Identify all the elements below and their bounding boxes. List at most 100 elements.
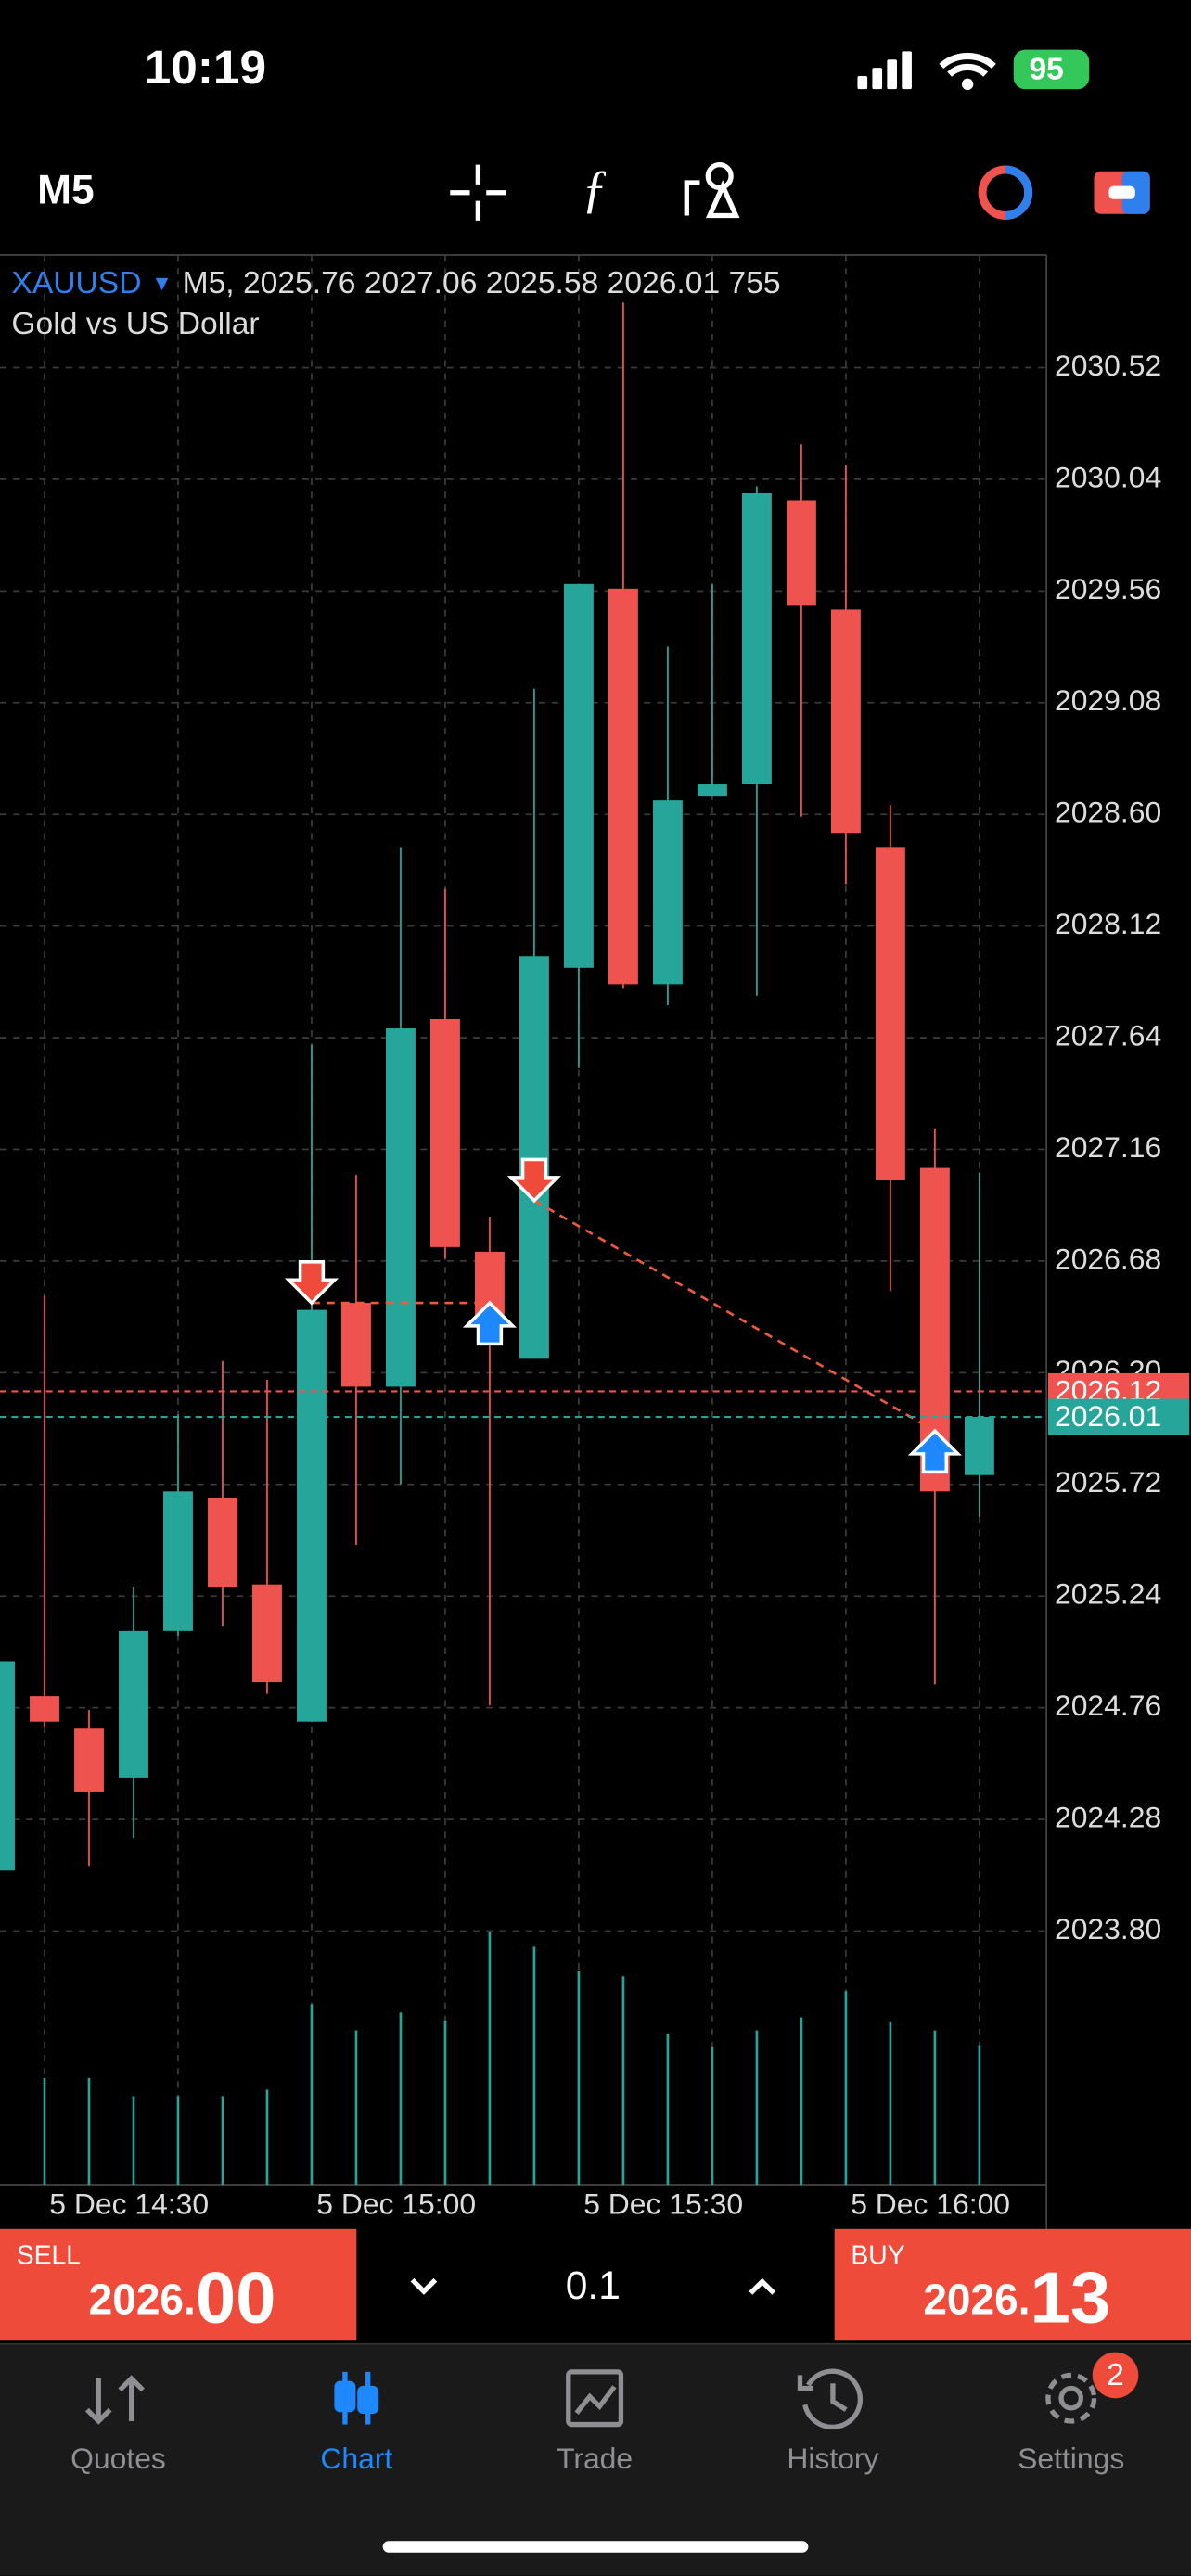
candle-body	[297, 1309, 327, 1722]
sell-arrow	[284, 1260, 339, 1306]
tab-label[interactable]: Trade	[557, 2442, 633, 2475]
account-button[interactable]	[1094, 171, 1150, 214]
overlay-layer	[0, 1157, 1047, 1474]
tab-bar: 2 Quotes Chart Trade History Settings	[0, 2342, 1191, 2576]
tab-label[interactable]: Chart	[320, 2442, 392, 2475]
candle-body	[830, 609, 861, 834]
candle-body	[430, 1018, 460, 1247]
x-tick-label: 5 Dec 16:00	[851, 2187, 1010, 2220]
y-tick-label: 2024.28	[1055, 1800, 1161, 1833]
y-tick-label: 2024.76	[1055, 1689, 1161, 1722]
trading-button[interactable]	[978, 165, 1033, 220]
axis-layer: 2030.52 2030.04 2029.56 2029.08 2028.60 2028.…	[49, 349, 1190, 2220]
lot-size[interactable]: 0.1	[566, 2264, 621, 2308]
sell-button[interactable]	[0, 2228, 357, 2341]
candle-body	[786, 500, 816, 606]
indicators-button[interactable]: ƒ	[582, 160, 608, 218]
tab-label[interactable]: Settings	[1018, 2442, 1124, 2475]
candle-body	[697, 784, 727, 797]
symbol[interactable]: XAUUSD	[11, 266, 141, 300]
tab-bar-background	[0, 2343, 1191, 2576]
settings-badge-count: 2	[1107, 2358, 1124, 2392]
sell-price: 2026.00	[89, 2256, 276, 2338]
buy-price-prefix: 2026.	[923, 2276, 1030, 2324]
y-tick-label: 2029.08	[1055, 683, 1161, 717]
y-tick-label: 2030.04	[1055, 460, 1161, 493]
y-tick-label: 2030.52	[1055, 349, 1161, 382]
price-label-box	[1047, 1398, 1190, 1435]
symbol-dropdown[interactable]: ▼	[151, 271, 173, 295]
home-indicator	[382, 2541, 809, 2553]
tab-label[interactable]: Quotes	[70, 2442, 166, 2475]
candle-body	[741, 492, 772, 784]
lot-decrease[interactable]	[410, 2277, 438, 2295]
status-bar: 10:19 95	[145, 41, 1090, 94]
x-tick-label: 5 Dec 15:00	[316, 2187, 476, 2220]
toolbar: M5 ƒ	[37, 160, 1150, 221]
tab-label[interactable]: History	[787, 2442, 878, 2475]
battery-level: 95	[1029, 53, 1063, 87]
y-tick-label: 2028.60	[1055, 796, 1161, 829]
volume-layer	[43, 1932, 981, 2185]
y-tick-label: 2023.80	[1055, 1912, 1161, 1945]
trade-line	[533, 1199, 936, 1433]
chart: 2030.52 2030.04 2029.56 2029.08 2028.60 2028.…	[0, 254, 1190, 2229]
buy-label: BUY	[851, 2240, 904, 2270]
objects-button[interactable]	[684, 161, 740, 219]
y-tick-label: 2025.72	[1055, 1465, 1161, 1498]
timeframe-button[interactable]: M5	[37, 167, 95, 212]
candle-body	[0, 1661, 15, 1871]
candle-layer	[0, 302, 994, 1871]
sell-label: SELL	[17, 2240, 81, 2270]
sell-price-prefix: 2026.	[89, 2276, 196, 2324]
x-tick-label: 5 Dec 15:30	[583, 2187, 743, 2220]
candle-body	[519, 956, 549, 1359]
symbol-description: Gold vs US Dollar	[11, 307, 259, 341]
candle-body	[341, 1303, 371, 1387]
wifi-dot	[961, 78, 974, 91]
lot-increase[interactable]	[749, 2277, 776, 2295]
settings-icon[interactable]	[1045, 2372, 1097, 2424]
y-tick-label: 2028.12	[1055, 907, 1161, 940]
candle-body	[30, 1696, 59, 1722]
buy-price-suffix: 13	[1031, 2256, 1111, 2338]
chart-icon[interactable]	[334, 2371, 379, 2425]
candle-body	[252, 1584, 282, 1683]
candle-body	[964, 1417, 994, 1475]
chart-header: XAUUSD ▼ M5, 2025.76 2027.06 2025.58 2026.…	[11, 266, 780, 300]
y-tick-label: 2026.68	[1055, 1242, 1161, 1275]
candle-body	[74, 1728, 104, 1792]
buy-button[interactable]	[834, 2228, 1191, 2341]
candle-body	[119, 1630, 148, 1778]
quotes-icon[interactable]	[84, 2375, 145, 2425]
buy-arrow	[907, 1428, 962, 1474]
wifi-icon	[939, 52, 996, 77]
candle-body	[608, 588, 638, 985]
history-icon[interactable]	[797, 2368, 864, 2430]
crosshair-button[interactable]	[450, 164, 506, 221]
candle-body	[875, 847, 905, 1180]
buy-price: 2026.13	[923, 2256, 1110, 2338]
sell-price-suffix: 00	[196, 2256, 276, 2338]
trade-icon[interactable]	[566, 2369, 624, 2428]
candle-body	[652, 800, 683, 985]
signal-icon	[857, 51, 912, 90]
clock: 10:19	[145, 41, 266, 94]
candle-body	[208, 1498, 237, 1588]
trade-panel: SELL 2026.00 0.1 BUY 2026.13	[0, 2228, 1191, 2341]
buy-arrow	[462, 1300, 518, 1346]
y-tick-label: 2027.64	[1055, 1018, 1161, 1052]
sell-arrow	[506, 1157, 562, 1204]
y-tick-label: 2025.24	[1055, 1577, 1161, 1611]
candle-body	[163, 1491, 193, 1631]
battery	[1013, 49, 1090, 90]
info-line: M5, 2025.76 2027.06 2025.58 2026.01 755	[183, 266, 781, 300]
price-label: 2026.01	[1055, 1399, 1161, 1433]
y-tick-label: 2027.16	[1055, 1130, 1161, 1164]
y-tick-label: 2029.56	[1055, 572, 1161, 606]
candle-body	[386, 1028, 416, 1387]
x-tick-label: 5 Dec 14:30	[49, 2187, 209, 2220]
candle-body	[563, 583, 594, 968]
